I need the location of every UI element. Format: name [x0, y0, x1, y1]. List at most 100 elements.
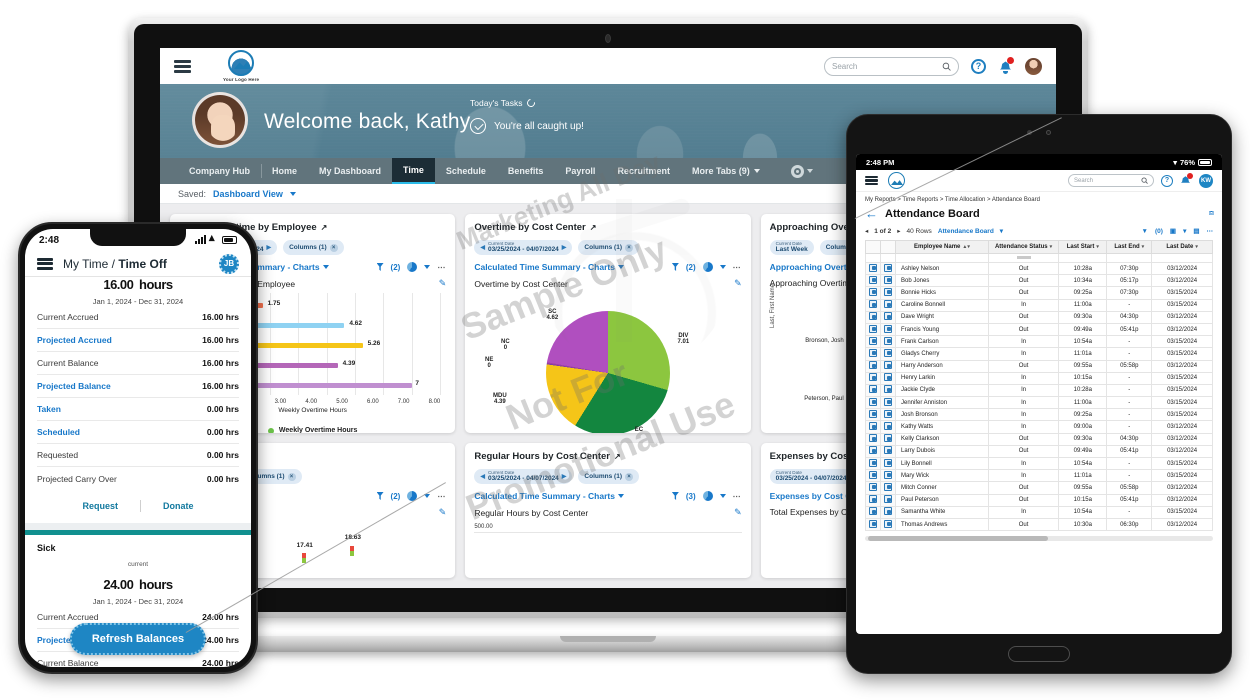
row-detail-icon[interactable] — [865, 432, 881, 446]
row-profile-icon[interactable] — [880, 261, 896, 276]
row-label[interactable]: Projected Accrued — [37, 335, 112, 345]
tab-recruitment[interactable]: Recruitment — [617, 166, 670, 176]
col-last-date[interactable]: Last Date ▾ — [1151, 240, 1213, 254]
table-row[interactable]: Gladys Cherry In 11:01a -03/15/2024 — [865, 347, 1213, 361]
edit-icon[interactable]: ✎ — [438, 507, 447, 517]
col-last-start[interactable]: Last Start ▾ — [1058, 240, 1108, 254]
row-label[interactable]: Projected Balance — [37, 381, 111, 391]
row-detail-icon[interactable] — [865, 310, 881, 324]
row-profile-icon[interactable] — [880, 310, 896, 324]
filter-attendance-status[interactable] — [987, 253, 1060, 263]
edit-icon[interactable]: ✎ — [734, 278, 742, 288]
row-detail-icon[interactable] — [865, 408, 881, 422]
notification-bell-icon[interactable] — [1180, 172, 1193, 187]
chevron-down-icon[interactable]: ▾ — [999, 228, 1004, 235]
prev-icon[interactable]: ◀ — [480, 474, 485, 480]
attendance-table-wrap[interactable]: Employee Name ▲▾ Attendance Status ▾ Last … — [856, 240, 1222, 532]
tab-benefits[interactable]: Benefits — [507, 166, 544, 176]
row-detail-icon[interactable] — [865, 517, 881, 532]
settings-button[interactable] — [783, 158, 821, 184]
next-icon[interactable]: ▶ — [561, 245, 567, 251]
tab-payroll[interactable]: Payroll — [565, 166, 596, 176]
chart-type-icon[interactable] — [702, 491, 713, 501]
notification-bell-icon[interactable] — [998, 56, 1014, 74]
export-icon[interactable]: ▣ — [1169, 228, 1177, 235]
edit-icon[interactable]: ✎ — [734, 507, 742, 517]
table-row[interactable]: Harry Anderson Out 09:55a 05:58p 03/12/2024 — [865, 359, 1213, 373]
search-input[interactable]: Search — [824, 56, 959, 76]
row-profile-icon[interactable] — [880, 274, 896, 288]
close-icon[interactable]: × — [624, 243, 633, 252]
next-page-icon[interactable]: ▸ — [897, 228, 901, 235]
edit-icon[interactable]: ✎ — [438, 278, 447, 288]
user-avatar[interactable]: KW — [1199, 173, 1213, 188]
chip-columns[interactable]: Columns (1) × — [578, 240, 639, 255]
row-profile-icon[interactable] — [880, 481, 896, 495]
close-icon[interactable]: × — [329, 243, 338, 252]
row-profile-icon[interactable] — [880, 396, 896, 410]
row-profile-icon[interactable] — [880, 456, 896, 471]
open-external-icon[interactable]: ↗ — [320, 223, 328, 232]
table-row[interactable]: Kelly Clarkson Out 09:30a 04:30p 03/12/2024 — [865, 432, 1213, 446]
chip-columns[interactable]: Columns (1) × — [578, 469, 639, 484]
row-detail-icon[interactable] — [865, 322, 881, 337]
table-row[interactable]: Mitch Conner Out 09:55a 05:58p 03/12/2024 — [865, 481, 1213, 495]
row-profile-icon[interactable] — [880, 444, 896, 459]
more-options-icon[interactable]: ⋯ — [437, 491, 447, 501]
chart-type-icon[interactable] — [407, 491, 418, 501]
chip-date-range[interactable]: ◀ Current Date 03/25/2024 - 04/07/2024 ▶ — [474, 469, 573, 484]
chevron-down-icon[interactable] — [424, 494, 431, 498]
user-avatar[interactable] — [1025, 57, 1042, 75]
chart-type-icon[interactable] — [407, 262, 418, 272]
chip-date-range[interactable]: Current Date Last Week — [769, 240, 814, 255]
card-source-select[interactable]: Expenses by Cost Center — [770, 491, 873, 501]
table-row[interactable]: Paul Peterson Out 10:15a 05:41p 03/12/2024 — [865, 493, 1213, 507]
card-source-select[interactable]: Calculated Time Summary - Charts — [474, 262, 624, 272]
table-row[interactable]: Mary Wick In 11:01a -03/15/2024 — [865, 469, 1213, 483]
col-attendance-status[interactable]: Attendance Status ▾ — [987, 240, 1060, 254]
hamburger-icon[interactable] — [37, 257, 53, 270]
table-row[interactable]: Lily Bonnell In 10:54a -03/15/2024 — [865, 456, 1213, 471]
chip-date-range[interactable]: ◀ Current Date 03/25/2024 - 04/07/2024 ▶ — [474, 240, 573, 255]
row-profile-icon[interactable] — [880, 383, 896, 398]
filter-employee-name[interactable] — [895, 253, 989, 263]
table-row[interactable]: Samantha White In 10:54a -03/15/2024 — [865, 505, 1213, 519]
row-detail-icon[interactable] — [865, 261, 881, 276]
table-row[interactable]: Larry Dubois Out 09:49a 05:41p 03/12/2024 — [865, 444, 1213, 459]
row-profile-icon[interactable] — [880, 432, 896, 446]
filter-last-date[interactable] — [1151, 253, 1213, 263]
hamburger-icon[interactable] — [865, 175, 878, 186]
table-row[interactable]: Dave Wright Out 09:30a 04:30p 03/12/2024 — [865, 310, 1213, 324]
table-row[interactable]: Jennifer Anniston In 11:00a -03/15/2024 — [865, 396, 1213, 410]
phone-content[interactable]: 16.00 hours Jan 1, 2024 - Dec 31, 2024 C… — [25, 269, 251, 667]
filter-icon[interactable]: ▼ — [1141, 227, 1148, 235]
row-profile-icon[interactable] — [880, 517, 896, 532]
more-options-icon[interactable]: ⋯ — [732, 491, 742, 501]
row-detail-icon[interactable] — [865, 444, 881, 459]
tab-more-tabs[interactable]: More Tabs (9) — [681, 158, 771, 184]
prev-icon[interactable]: ◀ — [480, 245, 485, 251]
table-row[interactable]: Kathy Watts In 09:00a -03/12/2024 — [865, 420, 1213, 434]
search-input[interactable]: Search — [1068, 174, 1154, 187]
tab-company-hub[interactable]: Company Hub — [189, 166, 251, 176]
card-source-select[interactable]: Approaching Overtime — [770, 262, 862, 272]
logo-icon[interactable] — [888, 172, 905, 189]
more-options-icon[interactable]: ⋯ — [437, 262, 447, 272]
filter-icon[interactable] — [671, 263, 679, 271]
row-detail-icon[interactable] — [865, 420, 881, 434]
table-row[interactable]: Thomas Andrews Out 10:30a 06:30p 03/12/2024 — [865, 517, 1213, 532]
row-profile-icon[interactable] — [880, 298, 896, 312]
tab-home[interactable]: Home — [261, 158, 308, 184]
view-select[interactable]: Attendance Board — [937, 227, 994, 235]
row-detail-icon[interactable] — [865, 274, 881, 288]
table-row[interactable]: Francis Young Out 09:49a 05:41p 03/12/2024 — [865, 322, 1213, 337]
row-detail-icon[interactable] — [865, 371, 881, 385]
row-detail-icon[interactable] — [865, 335, 881, 349]
table-row[interactable]: Bob Jones Out 10:34a 05:17p 03/12/2024 — [865, 274, 1213, 288]
next-icon[interactable]: ▶ — [561, 474, 567, 480]
tab-my-dashboard[interactable]: My Dashboard — [319, 166, 382, 176]
edit-columns-icon[interactable]: ▤ — [1193, 228, 1200, 235]
chip-columns[interactable]: Columns (1) × — [283, 240, 344, 255]
row-detail-icon[interactable] — [865, 505, 881, 519]
row-profile-icon[interactable] — [880, 408, 896, 422]
